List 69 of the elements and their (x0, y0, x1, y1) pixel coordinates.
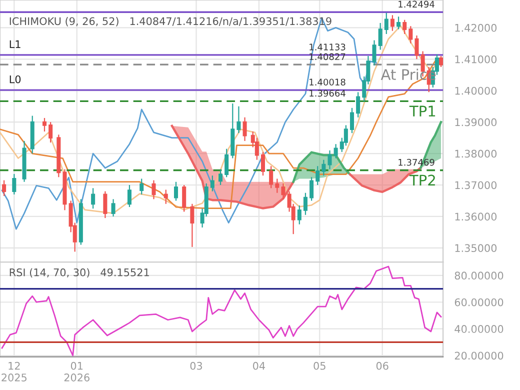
candlestick (396, 16, 401, 30)
x-tick-label: 01 2026 (64, 362, 90, 382)
candlestick (111, 198, 116, 218)
candlestick (210, 175, 214, 192)
candlestick (328, 150, 332, 170)
x-tick-label: 04 (253, 362, 265, 370)
y-tick-label: 1.40000 (455, 86, 497, 95)
candlestick (275, 178, 280, 194)
x-tick-label: 06 (376, 362, 388, 370)
y-tick-label: 20.00000 (454, 352, 504, 360)
x-tick-label: 05 (314, 362, 326, 370)
line-series (1, 17, 377, 230)
candlestick (152, 180, 156, 200)
candlestick (12, 173, 16, 195)
candlestick (190, 203, 194, 248)
candlestick (303, 192, 308, 216)
candlestick (242, 116, 247, 142)
candlestick (127, 184, 132, 208)
y-tick-label: 80.00000 (454, 272, 504, 280)
candlestick (350, 107, 354, 134)
candlestick (140, 178, 144, 195)
y-tick-label: 1.42000 (455, 24, 497, 32)
y-tick-label: 1.39000 (455, 118, 497, 126)
candlestick (224, 148, 229, 178)
ref-line-label: TP2 (409, 174, 435, 186)
x-tick-label: 12 2025 (2, 362, 27, 382)
candlestick (260, 151, 265, 176)
candlestick (408, 26, 413, 44)
candlestick (182, 184, 186, 212)
candlestick (378, 22, 382, 50)
candlestick (103, 190, 108, 219)
y-tick-label: 60.00000 (454, 298, 504, 306)
candlestick (297, 204, 302, 225)
annotation: RSI (14, 70, 30) 49.15521 (10, 268, 149, 278)
candlestick (356, 92, 360, 118)
candlestick (236, 106, 241, 134)
y-tick-label: 1.38000 (455, 150, 497, 158)
candlestick (269, 166, 274, 189)
candlestick (402, 19, 407, 35)
candlestick (48, 122, 53, 144)
y-tick-label: 1.35000 (455, 244, 497, 252)
candlestick (310, 176, 314, 202)
candlestick (439, 55, 444, 68)
y-tick-label: 40.00000 (454, 325, 504, 333)
candlestick (42, 117, 47, 132)
y-tick-label: 1.41000 (455, 55, 497, 64)
ref-line-label: TP1 (409, 106, 436, 116)
ref-line-label: L0 (10, 75, 21, 84)
candlestick (164, 189, 168, 204)
candlestick (174, 181, 178, 202)
candlestick (372, 40, 376, 66)
candlestick (316, 166, 320, 186)
candlestick (2, 180, 6, 197)
x-tick-label: 03 (190, 362, 202, 370)
candlestick (91, 188, 96, 210)
y-tick-label: 1.37000 (455, 181, 497, 190)
ref-line-label: L1 (10, 40, 20, 48)
line-series (1, 266, 442, 356)
annotation: 1.40018 (310, 78, 346, 86)
y-tick-label: 1.36000 (455, 212, 497, 221)
candlestick (390, 14, 394, 32)
candlestick (384, 12, 388, 35)
annotation: 1.42494 (398, 0, 434, 8)
candlestick (334, 144, 338, 159)
candlestick (322, 159, 326, 176)
candlestick (281, 182, 286, 200)
candlestick (414, 34, 419, 60)
candlestick (218, 168, 223, 186)
annotation: 1.39664 (310, 90, 346, 97)
